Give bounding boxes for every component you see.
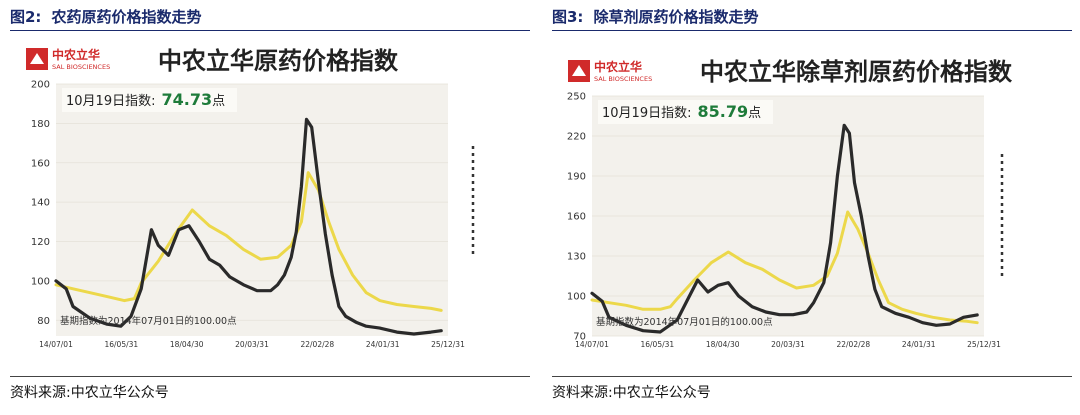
series-lines: [54, 117, 443, 336]
brand-logo: 中农立华 SAL BIOSCIENCES: [26, 47, 110, 71]
brand-logo: 中农立华 SAL BIOSCIENCES: [568, 59, 652, 83]
x-tick-label: 22/02/28: [836, 340, 870, 349]
y-axis: 80 100 120 140 160 180 200: [31, 80, 448, 327]
x-tick-label: 24/01/31: [902, 340, 936, 349]
chart-heading: 中农立华原药价格指数: [158, 47, 399, 75]
source-rule: [552, 376, 1072, 377]
logo-mark-icon: [572, 65, 586, 76]
x-tick-label: 14/07/01: [575, 340, 609, 349]
index-info-unit: 点: [748, 106, 761, 121]
figure-title: 图2: 农药原药价格指数走势: [10, 6, 201, 27]
index-info-value: 74.73: [161, 90, 212, 109]
title-rule: [552, 30, 1072, 31]
y-tick-label: 250: [567, 92, 586, 103]
x-tick-label: 18/04/30: [706, 340, 740, 349]
base-period-note: 基期指数为2014年07月01日的100.00点: [60, 315, 237, 327]
series-line-yellow: [54, 171, 443, 312]
x-tick-label: 20/03/31: [771, 340, 805, 349]
y-tick-label: 220: [567, 132, 586, 143]
y-tick-label: 140: [31, 198, 50, 209]
series-line-black: [590, 123, 979, 334]
y-tick-label: 130: [567, 252, 586, 263]
series-lines: [590, 123, 979, 334]
index-info-value: 85.79: [697, 102, 748, 121]
x-tick-label: 16/05/31: [104, 340, 138, 349]
y-tick-label: 180: [31, 119, 50, 130]
x-tick-label: 22/02/28: [300, 340, 334, 349]
y-tick-label: 100: [31, 276, 50, 287]
y-tick-label: 200: [31, 80, 50, 91]
y-tick-label: 160: [567, 212, 586, 223]
brand-name-cn: 中农立华: [594, 59, 642, 74]
figure-panel-3: 图3: 除草剂原药价格指数走势 中农立华 SAL BIOSCIENCES 中农立华…: [552, 0, 1072, 415]
x-axis: 14/07/01 16/05/31 18/04/30 20/03/31 22/02/28…: [575, 340, 1001, 349]
logo-mark-icon: [30, 53, 44, 64]
figure-number: 图2:: [10, 8, 42, 26]
x-tick-label: 20/03/31: [235, 340, 269, 349]
x-tick-label: 25/12/31: [431, 340, 465, 349]
y-tick-label: 190: [567, 172, 586, 183]
index-info-label: 10月19日指数:: [602, 106, 691, 121]
plot-area: [56, 84, 448, 336]
title-rule: [10, 30, 530, 31]
y-tick-label: 120: [31, 237, 50, 248]
index-info-unit: 点: [212, 94, 225, 109]
figure-title: 图3: 除草剂原药价格指数走势: [552, 6, 758, 27]
series-line-yellow: [590, 210, 979, 325]
x-tick-label: 18/04/30: [170, 340, 204, 349]
x-tick-label: 25/12/31: [967, 340, 1001, 349]
info-box: [598, 100, 773, 124]
info-box: [62, 88, 237, 112]
chart-heading: 中农立华除草剂原药价格指数: [700, 58, 1013, 86]
x-tick-label: 24/01/31: [366, 340, 400, 349]
price-index-chart: 中农立华 SAL BIOSCIENCES 中农立华原药价格指数 80 100 120…: [10, 36, 530, 356]
series-line-black: [54, 117, 443, 336]
y-tick-label: 160: [31, 158, 50, 169]
y-tick-label: 80: [37, 316, 50, 327]
source-rule: [10, 376, 530, 377]
index-info: 10月19日指数: 74.73点: [66, 90, 225, 109]
figure-number: 图3:: [552, 8, 584, 26]
brand-name-en: SAL BIOSCIENCES: [594, 75, 652, 83]
base-period-note: 基期指数为2014年07月01日的100.00点: [596, 316, 773, 328]
source-note: 资料来源:中农立华公众号: [552, 385, 711, 401]
index-info: 10月19日指数: 85.79点: [602, 102, 761, 121]
source-note: 资料来源:中农立华公众号: [10, 385, 169, 401]
x-axis: 14/07/01 16/05/31 18/04/30 20/03/31 22/02/28…: [39, 340, 465, 349]
index-info-label: 10月19日指数:: [66, 94, 155, 109]
figure-caption: 农药原药价格指数走势: [51, 8, 202, 26]
y-tick-label: 100: [567, 292, 586, 303]
x-tick-label: 16/05/31: [640, 340, 674, 349]
x-tick-label: 14/07/01: [39, 340, 73, 349]
figure-panel-2: 图2: 农药原药价格指数走势 中农立华 SAL BIOSCIENCES 中农立华原…: [10, 0, 530, 415]
brand-name-en: SAL BIOSCIENCES: [52, 63, 110, 71]
brand-name-cn: 中农立华: [52, 47, 100, 62]
herbicide-index-chart: 中农立华 SAL BIOSCIENCES 中农立华除草剂原药价格指数 70 100…: [552, 36, 1072, 356]
figure-caption: 除草剂原药价格指数走势: [593, 8, 759, 26]
y-tick-label: 70: [573, 332, 586, 343]
y-axis: 70 100 130 160 190 220 250: [567, 92, 984, 343]
